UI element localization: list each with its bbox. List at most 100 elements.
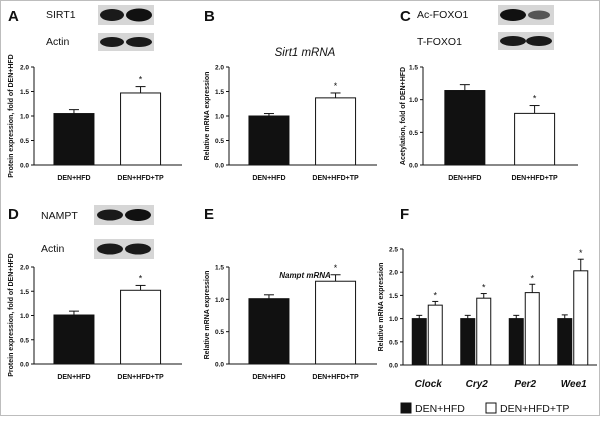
legend-swatch-den-hfd-tp — [485, 402, 497, 414]
legend: DEN+HFD DEN+HFD+TP — [400, 402, 569, 415]
y-tick-label-e: 0.5 — [215, 329, 224, 336]
chart-d: 0.0 0.5 1.0 1.5 2.0 Protein expression, fold … — [8, 253, 182, 381]
significance-marker-e: * — [334, 263, 338, 273]
bar-per2-den-hfd-tp — [524, 292, 540, 366]
y-tick-label-e: 1.5 — [215, 265, 224, 272]
western-blot-c — [498, 5, 554, 50]
bar-wee1-den-hfd — [557, 318, 573, 366]
y-tick-label-a: 0.0 — [20, 163, 29, 170]
bar-e-den-hfd — [248, 298, 290, 365]
panel-letter-f: F — [400, 206, 409, 223]
y-tick-label-c: 1.5 — [409, 65, 418, 72]
x-tick-label-e-den-hfd-tp: DEN+HFD+TP — [312, 374, 359, 381]
significance-marker-wee1: * — [579, 248, 583, 258]
blot-label-actin-a: Actin — [46, 36, 70, 48]
significance-marker-cry2: * — [482, 283, 486, 293]
y-tick-label-d: 2.0 — [20, 265, 29, 272]
bar-c-den-hfd — [444, 90, 486, 166]
x-tick-label-wee1: Wee1 — [561, 379, 587, 390]
western-blot-d — [94, 205, 154, 259]
x-tick-label-per2: Per2 — [514, 379, 536, 390]
panel-letter-d: D — [8, 206, 19, 223]
y-tick-label-b: 0.5 — [215, 138, 224, 145]
y-tick-label-a: 0.5 — [20, 138, 29, 145]
y-tick-label-c: 0.5 — [409, 130, 418, 137]
y-tick-label-a: 1.5 — [20, 89, 29, 96]
chart-b: 0.0 0.5 1.0 1.5 2.0 Relative mRNA expression S… — [204, 47, 377, 182]
bar-e-den-hfd-tp — [315, 280, 357, 365]
x-tick-label-cry2: Cry2 — [466, 379, 489, 390]
y-tick-label-f: 1.0 — [389, 316, 398, 323]
y-tick-label-b: 1.5 — [215, 89, 224, 96]
y-tick-label-d: 1.0 — [20, 313, 29, 320]
y-axis-label-a: Protein expression, fold of DEN+HFD — [8, 54, 15, 178]
y-tick-label-b: 1.0 — [215, 114, 224, 121]
y-tick-label-d: 0.0 — [20, 362, 29, 369]
legend-label-den-hfd: DEN+HFD — [415, 403, 465, 415]
chart-title-e: Nampt mRNA — [279, 271, 331, 280]
x-tick-label-d-den-hfd-tp: DEN+HFD+TP — [117, 374, 164, 381]
legend-swatch-den-hfd — [400, 402, 412, 414]
y-tick-label-e: 0.0 — [215, 362, 224, 369]
panel-letter-a: A — [8, 8, 19, 25]
y-tick-label-f: 2.0 — [389, 270, 398, 277]
blot-label-nampt: NAMPT — [41, 210, 78, 222]
x-tick-label-c-den-hfd: DEN+HFD — [448, 175, 481, 182]
y-axis-label-e: Relative mRNA expression — [204, 271, 211, 360]
y-tick-label-b: 2.0 — [215, 65, 224, 72]
y-tick-label-c: 1.0 — [409, 97, 418, 104]
chart-e: 0.0 0.5 1.0 1.5 Relative mRNA expression Namp… — [204, 263, 377, 381]
y-tick-label-c: 0.0 — [409, 163, 418, 170]
blot-label-actin-d: Actin — [41, 243, 65, 255]
y-axis-label-f: Relative mRNA expression — [378, 263, 385, 352]
bar-wee1-den-hfd-tp — [573, 270, 589, 366]
bar-d-den-hfd-tp — [120, 289, 162, 365]
x-tick-label-b-den-hfd-tp: DEN+HFD+TP — [312, 175, 359, 182]
y-tick-label-a: 1.0 — [20, 114, 29, 121]
x-tick-label-d-den-hfd: DEN+HFD — [57, 374, 90, 381]
blot-label-ac-foxo1: Ac-FOXO1 — [417, 9, 469, 21]
y-tick-label-b: 0.0 — [215, 163, 224, 170]
y-tick-label-d: 1.5 — [20, 289, 29, 296]
panel-letter-e: E — [204, 206, 214, 223]
significance-marker-clock: * — [433, 290, 437, 300]
significance-marker-per2: * — [530, 273, 534, 283]
chart-f: 0.0 0.5 1.0 1.5 2.0 2.5 Relative mRNA expressi… — [378, 247, 597, 390]
y-tick-label-f: 0.5 — [389, 339, 398, 346]
significance-marker-d: * — [139, 273, 143, 283]
blot-label-sirt1: SIRT1 — [46, 9, 76, 21]
western-blot-a — [98, 5, 154, 51]
chart-a: 0.0 0.5 1.0 1.5 2.0 Protein expression, fold … — [8, 54, 182, 182]
bar-clock-den-hfd — [411, 318, 427, 366]
legend-label-den-hfd-tp: DEN+HFD+TP — [500, 403, 569, 415]
panel-letter-b: B — [204, 8, 215, 25]
y-tick-label-f: 1.5 — [389, 293, 398, 300]
y-axis-label-b: Relative mRNA expression — [204, 72, 211, 161]
x-tick-label-e-den-hfd: DEN+HFD — [252, 374, 285, 381]
y-tick-label-f: 0.0 — [389, 363, 398, 370]
y-tick-label-a: 2.0 — [20, 65, 29, 72]
y-tick-label-e: 1.0 — [215, 297, 224, 304]
y-axis-label-c: Acetylation, fold of DEN+HFD — [400, 67, 407, 165]
significance-marker-c: * — [533, 94, 537, 104]
x-tick-label-b-den-hfd: DEN+HFD — [252, 175, 285, 182]
x-tick-label-a-den-hfd: DEN+HFD — [57, 175, 90, 182]
chart-title-b: Sirt1 mRNA — [275, 47, 336, 59]
x-tick-label-a-den-hfd-tp: DEN+HFD+TP — [117, 175, 164, 182]
bar-b-den-hfd-tp — [315, 97, 357, 166]
bar-b-den-hfd — [248, 115, 290, 166]
bar-a-den-hfd-tp — [120, 92, 162, 166]
y-tick-label-d: 0.5 — [20, 337, 29, 344]
x-tick-label-clock: Clock — [415, 379, 443, 390]
bar-cry2-den-hfd — [460, 318, 476, 366]
significance-marker-a: * — [139, 75, 143, 85]
bar-clock-den-hfd-tp — [427, 304, 443, 366]
bar-d-den-hfd — [53, 314, 95, 365]
significance-marker-b: * — [334, 81, 338, 91]
x-tick-label-c-den-hfd-tp: DEN+HFD+TP — [511, 175, 558, 182]
bar-per2-den-hfd — [508, 318, 524, 366]
panel-letter-c: C — [400, 8, 411, 25]
